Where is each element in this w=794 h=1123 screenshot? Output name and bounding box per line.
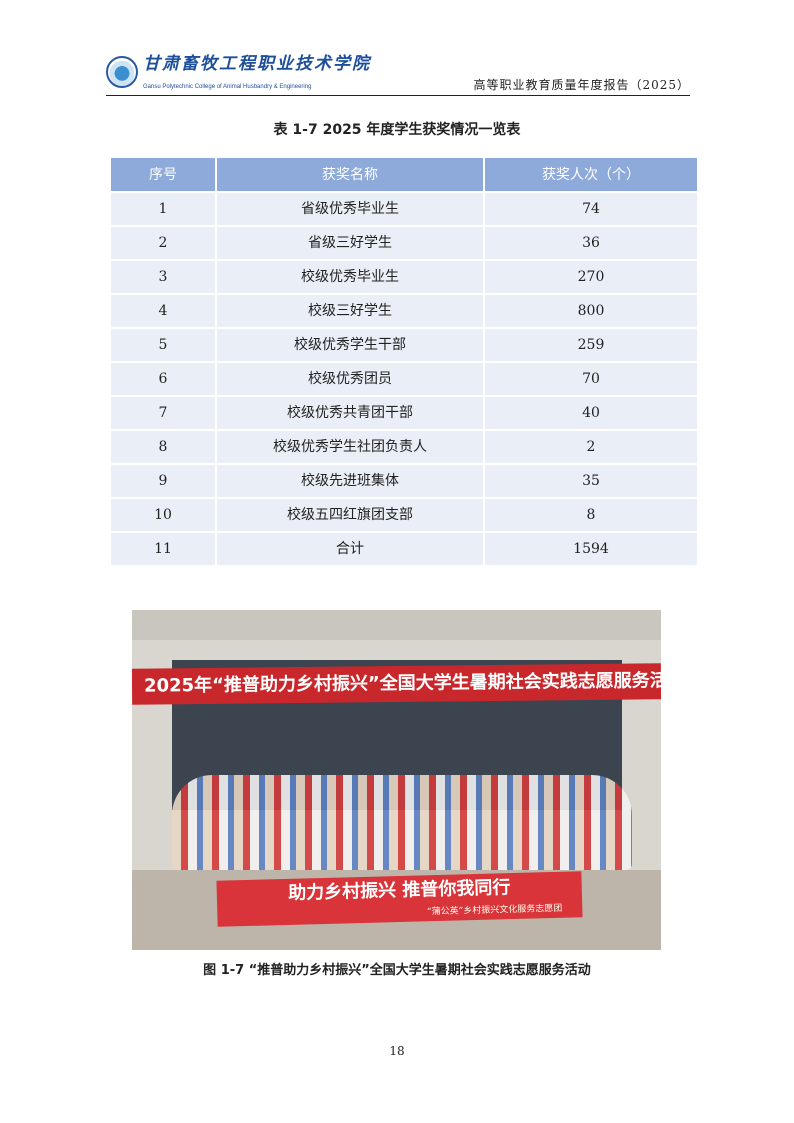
table-row: 7 校级优秀共青团干部 40	[109, 395, 699, 431]
award-count: 74	[483, 191, 699, 227]
table-title: 表 1-7 2025 年度学生获奖情况一览表	[273, 122, 521, 138]
award-count: 35	[483, 463, 699, 499]
award-name: 校级三好学生	[215, 293, 485, 329]
school-logo	[106, 56, 138, 88]
photo-roof	[132, 610, 661, 640]
award-name: 校级优秀共青团干部	[215, 395, 485, 431]
awards-table: 序号 获奖名称 获奖人次（个） 1 省级优秀毕业生 74 2 省级三好学生 36 3 校级优秀毕业…	[109, 156, 699, 567]
row-number: 7	[109, 395, 217, 431]
table-row: 2 省级三好学生 36	[109, 225, 699, 261]
award-name: 校级先进班集体	[215, 463, 485, 499]
school-name-en: Gansu Polytechnic College of Animal Husb…	[143, 84, 312, 90]
table-row: 1 省级优秀毕业生 74	[109, 191, 699, 227]
table-row: 3 校级优秀毕业生 270	[109, 259, 699, 295]
activity-photo: 2025年“推普助力乡村振兴”全国大学生暑期社会实践志愿服务活动成果展演 助力乡…	[132, 610, 661, 950]
award-name: 省级三好学生	[215, 225, 485, 261]
report-title: 高等职业教育质量年度报告（2025）	[473, 78, 690, 92]
photo-banner: 2025年“推普助力乡村振兴”全国大学生暑期社会实践志愿服务活动成果展演	[132, 663, 661, 705]
table-row: 9 校级先进班集体 35	[109, 463, 699, 499]
row-number: 5	[109, 327, 217, 363]
header-divider	[106, 95, 690, 96]
award-count: 2	[483, 429, 699, 465]
row-number: 9	[109, 463, 217, 499]
column-header: 序号	[109, 156, 217, 193]
award-name: 校级优秀团员	[215, 361, 485, 397]
table-row: 11 合计 1594	[109, 531, 699, 567]
award-count: 8	[483, 497, 699, 533]
award-name: 校级优秀学生社团负责人	[215, 429, 485, 465]
table-row: 5 校级优秀学生干部 259	[109, 327, 699, 363]
photo-crowd	[172, 775, 632, 870]
column-header: 获奖人次（个）	[483, 156, 699, 193]
award-count: 36	[483, 225, 699, 261]
award-count: 270	[483, 259, 699, 295]
award-name: 省级优秀毕业生	[215, 191, 485, 227]
school-name-cn: 甘肃畜牧工程职业技术学院	[143, 54, 371, 74]
column-header: 获奖名称	[215, 156, 485, 193]
row-number: 10	[109, 497, 217, 533]
award-name: 校级五四红旗团支部	[215, 497, 485, 533]
award-count: 40	[483, 395, 699, 431]
award-count: 259	[483, 327, 699, 363]
page-number: 18	[389, 1044, 405, 1058]
table-row: 8 校级优秀学生社团负责人 2	[109, 429, 699, 465]
row-number: 11	[109, 531, 217, 567]
award-name: 校级优秀毕业生	[215, 259, 485, 295]
row-number: 2	[109, 225, 217, 261]
photo-front-banner: 助力乡村振兴 推普你我同行 “蒲公英”乡村振兴文化服务志愿团	[216, 871, 583, 927]
row-number: 1	[109, 191, 217, 227]
table-row: 4 校级三好学生 800	[109, 293, 699, 329]
table-header-row: 序号 获奖名称 获奖人次（个）	[109, 156, 699, 193]
table-row: 10 校级五四红旗团支部 8	[109, 497, 699, 533]
award-name: 校级优秀学生干部	[215, 327, 485, 363]
figure-caption: 图 1-7 “推普助力乡村振兴”全国大学生暑期社会实践志愿服务活动	[203, 963, 591, 978]
award-count: 800	[483, 293, 699, 329]
row-number: 6	[109, 361, 217, 397]
award-name: 合计	[215, 531, 485, 567]
row-number: 4	[109, 293, 217, 329]
row-number: 8	[109, 429, 217, 465]
award-count: 70	[483, 361, 699, 397]
row-number: 3	[109, 259, 217, 295]
award-count: 1594	[483, 531, 699, 567]
table-row: 6 校级优秀团员 70	[109, 361, 699, 397]
